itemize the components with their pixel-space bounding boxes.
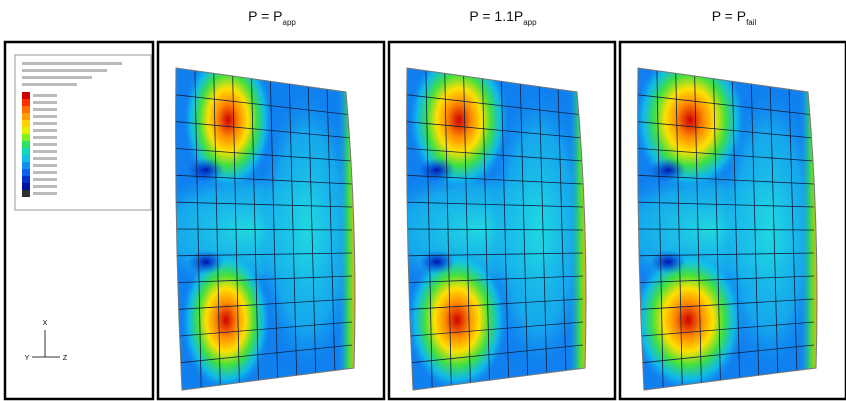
legend-text-placeholder [33,94,57,97]
mesh-line [406,121,584,139]
mesh-line [637,321,815,337]
panel-title: P = Pfail [711,8,757,27]
legend-swatch [22,169,30,176]
legend-text-placeholder [22,69,107,72]
mesh-line [637,148,815,162]
legend-swatch [22,141,30,148]
mesh-line [175,321,353,337]
legend-text-placeholder [33,136,57,139]
legend-swatch [22,120,30,127]
mesh-line [406,321,584,337]
mesh-line [406,275,584,284]
plate-outline [637,67,818,391]
contour [650,250,686,274]
legend-swatch [22,190,30,197]
legend-text-placeholder [33,157,57,160]
mesh-line [637,121,815,139]
contour [182,250,270,390]
legend-swatch [22,106,30,113]
mesh-line [637,344,815,364]
legend-swatch [22,176,30,183]
contour [184,68,272,190]
legend-text-placeholder [33,192,57,195]
contour [188,158,224,182]
contour [419,250,455,274]
mesh-line [406,174,584,185]
contour-plot [406,68,586,390]
mesh-line [637,298,815,310]
axis-label: Y [25,355,30,362]
legend-text-placeholder [33,122,57,125]
mesh-line [406,252,584,257]
axis-label: X [43,320,48,327]
mesh-line [637,228,815,231]
mesh-line [175,275,353,284]
legend-swatch [22,155,30,162]
legend-swatch [22,113,30,120]
legend-swatch [22,99,30,106]
panel-title: P = 1.1Papp [469,8,537,27]
legend-text-placeholder [33,178,57,181]
legend-swatch [22,134,30,141]
contour-plot [637,68,817,390]
legend-text-placeholder [33,150,57,153]
contour-plot [175,68,355,390]
legend-text-placeholder [33,129,57,132]
contour [409,68,509,190]
mesh-line [175,201,353,208]
legend-text-placeholder [33,108,57,111]
mesh-line [175,94,353,116]
legend-swatch [22,183,30,190]
mesh-line [406,94,584,116]
legend-panel [3,40,155,401]
mesh-line [406,344,584,364]
axis-triad [32,330,60,358]
contour [407,250,507,390]
contour [637,250,743,390]
mesh-line [175,148,353,162]
mesh-line [637,174,815,185]
mesh-line [175,344,353,364]
mesh-line [175,228,353,231]
legend-swatch [22,148,30,155]
legend-text-placeholder [33,185,57,188]
legend-text-placeholder [33,164,57,167]
legend-box [14,54,152,211]
mesh-line [637,201,815,208]
mesh-line [406,148,584,162]
mesh-line [637,252,815,257]
legend-swatch [22,162,30,169]
panel-frame [156,40,386,401]
mesh-line [637,275,815,284]
mesh-line [406,298,584,310]
mesh-line [175,298,353,310]
legend-text-placeholder [33,101,57,104]
mesh-line [637,94,815,116]
panel-frame [387,40,617,401]
mesh-line [175,252,353,257]
legend-swatch [22,127,30,134]
legend-text-placeholder [22,62,122,65]
mesh-line [406,228,584,231]
legend-swatch [22,92,30,99]
legend-text-placeholder [33,171,57,174]
legend-text-placeholder [22,76,92,79]
panel-frame [618,40,846,401]
contour [419,158,455,182]
plate-outline [406,67,587,391]
panel-title: P = Papp [248,8,296,27]
contour [650,158,686,182]
mesh-line [175,121,353,139]
axis-label: Z [63,355,68,362]
mesh-line [406,201,584,208]
legend-text-placeholder [33,115,57,118]
contour [637,68,745,190]
legend-text-placeholder [33,143,57,146]
contour [188,250,224,274]
mesh-line [175,174,353,185]
legend-text-placeholder [22,83,77,86]
plate-outline [175,67,356,391]
